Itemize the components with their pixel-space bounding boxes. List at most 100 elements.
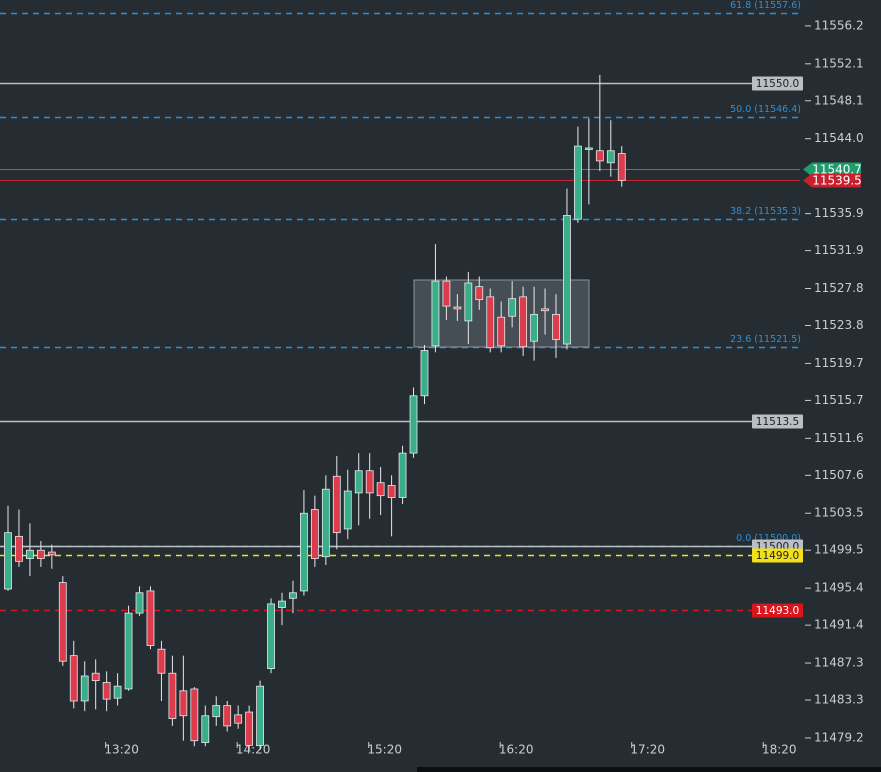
candle-body [113,685,122,699]
candle-body [146,590,155,646]
y-tick-label: 11511.6 [814,431,864,445]
fib-label: 23.6 (11521.5) [730,334,801,345]
candle-body [4,532,12,590]
candle-body [36,549,45,559]
price-tag [752,548,803,563]
candle-body [256,685,264,746]
x-tick-label: 18:20 [762,743,797,757]
x-tick-label: 17:20 [630,743,665,757]
x-tick-label: 13:20 [104,743,139,757]
candle-body [267,603,275,669]
candle-body [354,470,363,494]
candle-body [530,314,538,342]
y-tick-label: 11548.1 [814,93,864,107]
price-tag-label: 11513.5 [756,416,799,428]
candle-body [278,600,286,608]
x-tick-label: 14:20 [236,743,271,757]
candle-body [617,153,626,181]
candle-body [552,314,560,340]
candle-body [26,549,34,559]
candle-body [541,308,549,312]
candle-body [332,475,341,534]
candle-body [464,282,473,322]
bottom-bar [417,767,881,772]
candle-body [442,280,451,307]
candle-body [365,470,374,494]
axis-price-label: 11539.5 [812,174,862,188]
candle-body [486,296,495,349]
x-tick-label: 16:20 [499,743,534,757]
candle-body [124,612,133,690]
y-tick-label: 11503.5 [814,506,864,520]
price-tag-label: 11550.0 [756,78,799,90]
candle-body [376,482,385,497]
y-tick-label: 11495.4 [814,581,864,595]
candle-body [80,675,89,702]
candle-body [15,535,23,562]
candle-body [310,509,319,559]
candle-body [584,147,593,150]
mark-layer [4,74,626,750]
candle-body [47,551,56,556]
y-tick-label: 11487.3 [814,656,864,670]
candle-body [508,298,517,317]
y-tick-label: 11527.8 [814,281,864,295]
candle-body [201,715,210,743]
grid-layer: 11556.2 11552.1 11548.1 11544.0 11535.9 11531… [0,12,864,757]
candle-body [431,280,440,347]
y-tick-label: 11515.7 [814,393,864,407]
candle-body [563,215,571,345]
fib-label: 0.0 (11500.0) [736,533,801,544]
candle-body [212,705,221,718]
candle-body [398,452,407,498]
fib-label: 61.8 (11557.6) [730,0,801,11]
y-tick-label: 11535.9 [814,206,864,220]
candle-body [453,306,462,310]
y-tick-label: 11556.2 [814,18,864,32]
candle-body [497,316,506,347]
y-tick-label: 11483.3 [814,693,864,707]
axis-price-tag [803,173,861,188]
y-tick-label: 11531.9 [814,243,864,257]
candle-body [519,296,528,348]
candle-body [234,714,243,724]
y-tick-label: 11544.0 [814,131,864,145]
candle-body [179,690,188,717]
candle-body [91,672,100,682]
candle-body [300,512,308,592]
tag-layer: 61.8 (11557.6) 11550.0 50.0 (11546.4) 11540… [730,0,862,618]
price-tag [752,414,803,429]
y-tick-label: 11523.8 [814,318,864,332]
candle-body [245,711,254,746]
candle-body [387,485,396,498]
price-tag-label: 11499.0 [756,550,799,562]
price-tag [752,603,803,618]
y-tick-label: 11519.7 [814,356,864,370]
fib-label: 38.2 (11535.3) [730,206,801,217]
x-tick-label: 15:20 [367,743,402,757]
y-tick-label: 11552.1 [814,56,864,70]
candle-body [595,150,604,162]
candle-body [420,350,429,397]
axis-price-label: 11540.7 [812,163,862,177]
candle-body [409,395,418,454]
candle-body [475,286,484,301]
candle-body [69,655,78,702]
candle-body [102,682,111,700]
candle-body [223,705,232,727]
fib-label: 50.0 (11546.4) [730,104,801,115]
y-tick-label: 11507.6 [814,468,864,482]
candle-body [574,145,582,220]
candle-body [606,150,615,164]
candle-body [289,592,297,599]
candle-body [321,488,330,558]
candle-body [168,672,177,719]
price-tag-label: 11493.0 [756,605,799,617]
y-tick-label: 11499.5 [814,543,864,557]
candle-body [157,648,166,674]
axis-price-tag [803,162,861,177]
candle-body [190,688,199,742]
y-tick-label: 11491.4 [814,618,864,632]
